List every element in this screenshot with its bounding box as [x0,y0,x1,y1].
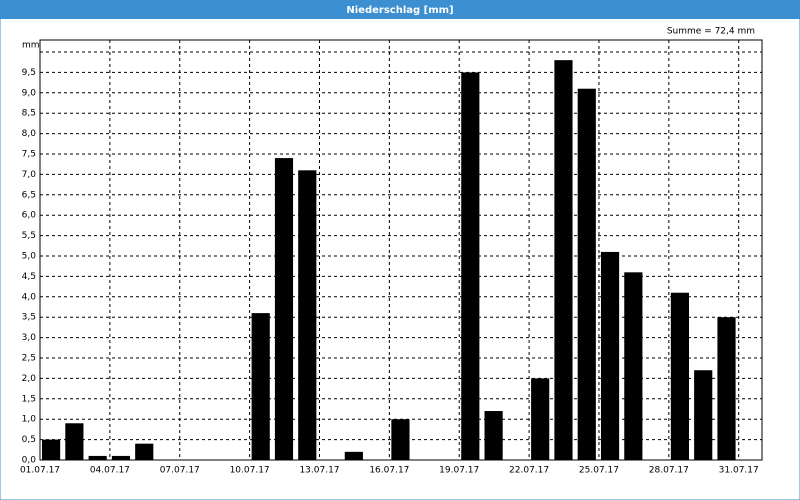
bar [251,313,270,460]
bar [344,451,363,460]
y-tick-label: 7,5 [22,150,36,160]
x-tick-label: 01.07.17 [20,466,60,476]
y-tick-label: 8,0 [22,129,37,139]
y-tick-label: 0,5 [22,435,36,445]
y-tick-label: 3,5 [22,313,36,323]
y-tick-label: 1,5 [22,394,36,404]
bar [694,370,713,460]
y-tick-label: 2,5 [22,354,36,364]
y-tick-label: 4,5 [22,272,36,282]
x-tick-label: 28.07.17 [649,466,689,476]
y-tick-label: 1,0 [22,415,37,425]
x-tick-label: 10.07.17 [230,466,270,476]
x-tick-label: 07.07.17 [160,466,200,476]
y-tick-label: 9,0 [22,88,37,98]
x-tick-label: 25.07.17 [579,466,619,476]
x-tick-label: 31.07.17 [719,466,759,476]
y-tick-label: 8,5 [22,109,36,119]
bar [88,455,107,460]
bar [670,292,690,460]
y-tick-label: 6,5 [22,190,36,200]
bar [135,443,154,460]
bar [111,455,131,460]
bar [484,411,503,460]
bar [531,378,550,460]
bar [391,419,410,460]
bar [554,60,573,460]
x-tick-label: 13.07.17 [299,466,339,476]
bar [600,251,620,460]
chart-title: Niederschlag [mm] [346,5,453,16]
x-tick-label: 04.07.17 [90,466,130,476]
y-tick-label: 9,5 [22,68,36,78]
y-tick-label: 5,5 [22,231,36,241]
bar [624,272,643,460]
bar [717,317,736,460]
bar [65,423,84,460]
annotation: Summe = 72,4 mm [667,27,755,37]
y-tick-label: 0,0 [22,456,37,466]
y-tick-label: 3,0 [22,333,37,343]
x-tick-label: 22.07.17 [509,466,549,476]
y-tick-label: 2,0 [22,374,37,384]
y-axis-label: mm [22,41,40,51]
bar [461,72,480,461]
y-tick-label: 4,0 [22,292,37,302]
x-tick-label: 16.07.17 [369,466,409,476]
y-tick-label: 7,0 [22,170,37,180]
x-tick-label: 19.07.17 [439,466,479,476]
y-tick-label: 6,0 [22,211,37,221]
bar [42,439,61,460]
bar [577,88,596,460]
title-bar [0,0,800,19]
bar [274,158,294,460]
bar [298,170,317,460]
y-tick-label: 5,0 [22,252,37,262]
